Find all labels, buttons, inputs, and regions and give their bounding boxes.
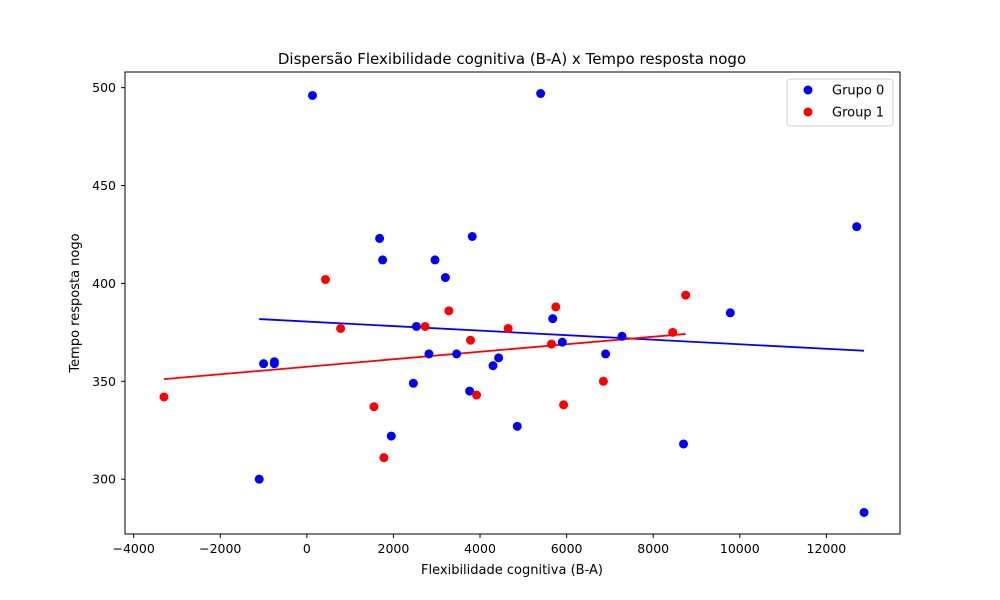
- x-tick-label: 0: [303, 541, 311, 556]
- data-point-series-0: [512, 421, 522, 431]
- data-point-series-0: [259, 359, 269, 369]
- plot-area: [124, 71, 901, 535]
- y-tick-label: 450: [92, 178, 116, 193]
- data-point-series-1: [379, 453, 389, 463]
- data-point-series-1: [320, 275, 330, 285]
- data-point-series-0: [386, 431, 396, 441]
- data-point-series-0: [440, 273, 450, 283]
- y-tick-label: 300: [92, 472, 116, 487]
- legend-label-grupo-0: Grupo 0: [832, 84, 884, 99]
- data-point-series-1: [159, 392, 169, 402]
- data-point-series-0: [557, 337, 567, 347]
- data-point-series-0: [679, 439, 689, 449]
- data-point-series-1: [551, 302, 561, 312]
- data-point-series-0: [488, 361, 498, 371]
- x-tick-label: 2000: [378, 541, 410, 556]
- data-point-series-0: [494, 353, 504, 363]
- legend-marker-group-1: [803, 107, 813, 117]
- x-tick-label: −4000: [113, 541, 155, 556]
- data-point-series-0: [465, 386, 475, 396]
- x-tick-label: −2000: [199, 541, 241, 556]
- y-axis: 300 350 400 450 500: [92, 80, 125, 487]
- data-points: [159, 89, 869, 517]
- chart-title: Dispersão Flexibilidade cognitiva (B-A) …: [278, 50, 746, 68]
- data-point-series-0: [269, 357, 279, 367]
- x-axis: −4000 −2000 0 2000 4000 6000 8000 10000 12000: [113, 534, 847, 556]
- trend-line-series-1: [163, 333, 686, 381]
- data-point-series-0: [852, 222, 862, 232]
- data-point-series-1: [444, 306, 454, 316]
- data-point-series-1: [336, 323, 346, 333]
- x-axis-label: Flexibilidade cognitiva (B-A): [421, 563, 603, 578]
- data-point-series-1: [668, 327, 678, 337]
- data-point-series-1: [559, 400, 569, 410]
- data-point-series-0: [725, 308, 735, 318]
- data-point-series-0: [254, 474, 264, 484]
- x-tick-label: 12000: [807, 541, 847, 556]
- x-tick-label: 6000: [551, 541, 583, 556]
- data-point-series-1: [369, 402, 379, 412]
- x-tick-label: 8000: [637, 541, 669, 556]
- data-point-series-1: [420, 321, 430, 331]
- y-tick-label: 400: [92, 276, 116, 291]
- y-tick-label: 500: [92, 80, 116, 95]
- data-point-series-0: [601, 349, 611, 359]
- legend-box: [786, 78, 894, 127]
- data-point-series-0: [536, 89, 546, 99]
- data-point-series-0: [452, 349, 462, 359]
- data-point-series-0: [307, 90, 317, 100]
- data-point-series-0: [424, 349, 434, 359]
- data-point-series-0: [548, 314, 558, 324]
- data-point-series-1: [681, 290, 691, 300]
- x-tick-label: 4000: [464, 541, 496, 556]
- legend-marker-grupo-0: [803, 85, 813, 95]
- trend-lines: [163, 318, 865, 381]
- data-point-series-1: [503, 323, 513, 333]
- data-point-series-1: [546, 339, 556, 349]
- data-point-series-0: [378, 255, 388, 265]
- legend-label-group-1: Group 1: [832, 106, 884, 121]
- data-point-series-0: [617, 331, 627, 341]
- data-point-series-0: [859, 507, 869, 517]
- x-tick-label: 10000: [720, 541, 760, 556]
- legend: Grupo 0 Group 1: [786, 78, 894, 127]
- trend-line-series-0: [259, 318, 865, 352]
- data-point-series-0: [467, 231, 477, 241]
- y-tick-label: 350: [92, 374, 116, 389]
- data-point-series-0: [375, 233, 385, 243]
- data-point-series-1: [472, 390, 482, 400]
- data-point-series-0: [430, 255, 440, 265]
- data-point-series-0: [411, 321, 421, 331]
- data-point-series-0: [408, 378, 418, 388]
- data-point-series-1: [466, 335, 476, 345]
- data-point-series-1: [598, 376, 608, 386]
- y-axis-label: Tempo resposta nogo: [68, 233, 83, 373]
